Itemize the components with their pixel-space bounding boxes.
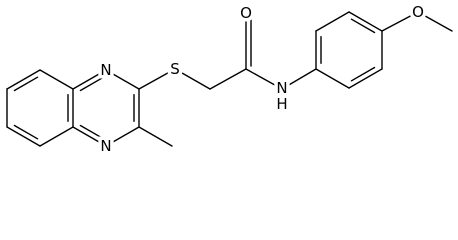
bond xyxy=(348,11,383,32)
bond xyxy=(13,76,39,92)
bond xyxy=(417,11,453,32)
atom-label: N xyxy=(276,79,287,97)
bond xyxy=(39,126,74,147)
bond xyxy=(6,69,41,90)
bond xyxy=(381,11,419,32)
bond xyxy=(209,68,247,90)
bond xyxy=(105,126,140,147)
bond xyxy=(350,66,376,82)
bond xyxy=(350,18,376,34)
atom-label: O xyxy=(240,4,252,22)
atom-label: S xyxy=(170,60,180,78)
bond xyxy=(79,76,105,92)
bond xyxy=(245,68,283,90)
bond xyxy=(138,126,173,147)
bond xyxy=(315,68,350,89)
atom-label: H xyxy=(276,95,287,113)
bond xyxy=(39,69,74,90)
structure-diagram: N N S O N H O xyxy=(6,3,453,155)
bond xyxy=(348,68,383,89)
atom-label: N xyxy=(100,61,111,79)
bond xyxy=(13,124,39,140)
bond xyxy=(174,68,211,90)
atom-label: N xyxy=(100,137,111,155)
bond xyxy=(6,126,41,147)
bond xyxy=(105,69,140,90)
bond xyxy=(72,69,107,90)
bond xyxy=(72,126,107,147)
bond xyxy=(281,68,317,90)
bond xyxy=(138,68,176,90)
bond xyxy=(79,124,105,140)
atom-label: O xyxy=(412,3,424,21)
bond xyxy=(315,11,350,32)
bonds xyxy=(6,11,453,147)
